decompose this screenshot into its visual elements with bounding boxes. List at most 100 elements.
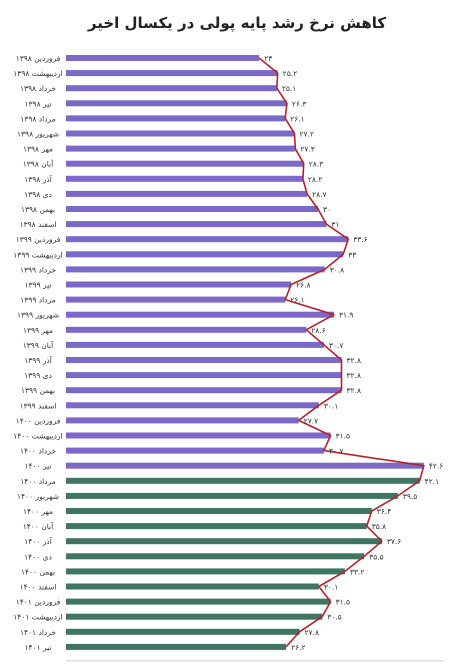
category-labels-group: فروردین ۱۳۹۸ اردیبهشت ۱۳۹۸ خرداد ۱۳۹۸ تیر ۱… bbox=[13, 54, 62, 652]
category-label-39: تیر ۱۴۰۱ bbox=[25, 643, 52, 652]
bar-20 bbox=[66, 357, 342, 363]
data-label-30: ۳۶.۴ bbox=[377, 507, 391, 516]
bar-29 bbox=[66, 492, 398, 499]
bar-25 bbox=[66, 432, 331, 439]
bar-26 bbox=[66, 447, 324, 454]
data-label-35: ۳۰.۱ bbox=[324, 583, 338, 592]
category-label-35: اسفند ۱۴۰۰ bbox=[20, 583, 57, 592]
bar-13 bbox=[66, 251, 344, 258]
bar-3 bbox=[66, 100, 287, 107]
data-label-27: ۴۲.۶ bbox=[429, 462, 443, 471]
category-label-17: شهریور ۱۳۹۹ bbox=[17, 311, 59, 320]
bar-17 bbox=[66, 311, 334, 318]
bar-5 bbox=[66, 130, 295, 137]
data-label-36: ۳۱.۵ bbox=[336, 598, 350, 607]
data-label-14: ۳۰.۸ bbox=[330, 265, 344, 274]
category-label-24: فروردین ۱۴۰۰ bbox=[16, 416, 61, 425]
bar-0 bbox=[66, 55, 260, 61]
category-label-0: فروردین ۱۳۹۸ bbox=[16, 54, 61, 63]
bar-8 bbox=[66, 175, 303, 182]
x-tick-label-2: ۱۰ bbox=[146, 667, 155, 668]
category-label-10: بهمن ۱۳۹۸ bbox=[21, 205, 55, 214]
data-label-17: ۳۱.۹ bbox=[339, 311, 353, 320]
data-label-15: ۲۶.۸ bbox=[296, 281, 310, 290]
chart-title: کاهش نرخ رشد پایه پولی در یکسال اخیر bbox=[87, 14, 386, 33]
category-label-1: اردیبهشت ۱۳۹۸ bbox=[13, 69, 62, 78]
data-label-13: ۳۳ bbox=[348, 250, 356, 259]
trend-line bbox=[258, 57, 425, 648]
category-label-26: خرداد ۱۴۰۰ bbox=[20, 447, 56, 456]
data-label-39: ۲۶.۲ bbox=[291, 643, 305, 652]
category-label-3: تیر ۱۳۹۸ bbox=[25, 99, 52, 108]
trend-line-group bbox=[258, 57, 425, 648]
data-label-7: ۲۸.۳ bbox=[309, 160, 323, 169]
data-label-4: ۲۶.۱ bbox=[290, 114, 304, 123]
data-label-8: ۲۸.۲ bbox=[308, 175, 322, 184]
data-label-3: ۲۶.۳ bbox=[292, 99, 306, 108]
x-axis-group: ۰ ۵ ۱۰ ۱۵ ۲۰ ۲۵ ۳۰ ۳۵ ۴۰ ۴۵ bbox=[64, 660, 449, 668]
data-label-24: ۲۷.۷ bbox=[304, 416, 318, 425]
bar-6 bbox=[66, 145, 296, 152]
data-label-33: ۳۵.۵ bbox=[369, 552, 383, 561]
data-label-29: ۳۹.۵ bbox=[403, 492, 417, 501]
bar-28 bbox=[66, 477, 420, 484]
category-label-18: مهر ۱۳۹۹ bbox=[23, 326, 53, 335]
bar-2 bbox=[66, 85, 277, 92]
bar-14 bbox=[66, 266, 325, 273]
data-label-11: ۳۱ bbox=[331, 220, 339, 229]
category-label-25: اردیبهشت ۱۴۰۰ bbox=[13, 432, 62, 441]
data-label-37: ۳۰.۵ bbox=[327, 613, 341, 622]
bar-4 bbox=[66, 115, 286, 122]
category-label-11: اسفند ۱۳۹۸ bbox=[20, 220, 57, 229]
category-label-9: دی ۱۳۹۸ bbox=[24, 190, 52, 199]
data-label-18: ۲۸.۶ bbox=[311, 326, 325, 335]
bar-37 bbox=[66, 613, 323, 620]
category-label-19: آبان ۱۳۹۹ bbox=[23, 340, 54, 350]
bar-32 bbox=[66, 538, 382, 545]
bar-33 bbox=[66, 553, 365, 560]
bar-27 bbox=[66, 462, 424, 469]
category-label-2: خرداد ۱۳۹۸ bbox=[20, 84, 56, 93]
data-label-31: ۳۵.۸ bbox=[372, 522, 386, 531]
bar-31 bbox=[66, 523, 367, 530]
bar-16 bbox=[66, 296, 286, 303]
data-label-5: ۲۷.۲ bbox=[299, 130, 313, 139]
bar-22 bbox=[66, 387, 342, 394]
bar-34 bbox=[66, 568, 345, 575]
bar-9 bbox=[66, 190, 308, 197]
bar-10 bbox=[66, 206, 318, 212]
bar-1 bbox=[66, 70, 278, 77]
data-label-10: ۳۰ bbox=[323, 205, 331, 214]
category-label-37: اردیبهشت ۱۴۰۱ bbox=[13, 613, 62, 622]
data-label-12: ۳۳.۶ bbox=[353, 235, 367, 244]
bar-30 bbox=[66, 508, 372, 514]
category-label-15: تیر ۱۳۹۹ bbox=[25, 281, 52, 290]
bar-15 bbox=[66, 281, 292, 288]
category-label-33: دی ۱۴۰۰ bbox=[24, 552, 52, 561]
category-label-20: آذر ۱۳۹۹ bbox=[24, 355, 52, 365]
data-label-25: ۳۱.۵ bbox=[336, 432, 350, 441]
data-label-32: ۳۷.۶ bbox=[387, 537, 401, 546]
data-label-9: ۲۸.۷ bbox=[312, 190, 326, 199]
category-label-32: آذر ۱۴۰۰ bbox=[24, 536, 52, 546]
bar-7 bbox=[66, 160, 304, 167]
data-label-20: ۳۲.۸ bbox=[347, 356, 361, 365]
data-labels-group: ۲۳ ۲۵.۲ ۲۵.۱ ۲۶.۳ ۲۶.۱ ۲۷.۲ ۲۷.۳ ۲۸.۳ ۲۸.۲ ۲۸.۷ ۳۰… bbox=[264, 54, 443, 652]
bar-11 bbox=[66, 221, 327, 228]
category-label-8: آذر ۱۳۹۸ bbox=[24, 174, 52, 184]
x-tick-label-9: ۴۵ bbox=[440, 667, 449, 668]
category-label-7: آبان ۱۳۹۸ bbox=[23, 159, 54, 169]
bar-23 bbox=[66, 402, 319, 409]
category-label-6: مهر ۱۳۹۸ bbox=[23, 145, 53, 154]
x-tick-label-1: ۵ bbox=[106, 667, 110, 668]
data-label-1: ۲۵.۲ bbox=[283, 69, 297, 78]
data-label-6: ۲۷.۳ bbox=[300, 145, 314, 154]
data-label-28: ۴۲.۱ bbox=[425, 477, 439, 486]
category-label-36: فروردین ۱۴۰۱ bbox=[16, 598, 61, 607]
category-label-30: مهر ۱۴۰۰ bbox=[23, 507, 53, 516]
x-tick-label-6: ۳۰ bbox=[314, 667, 323, 668]
data-label-2: ۲۵.۱ bbox=[282, 84, 296, 93]
bar-35 bbox=[66, 583, 319, 590]
bar-21 bbox=[66, 372, 342, 379]
